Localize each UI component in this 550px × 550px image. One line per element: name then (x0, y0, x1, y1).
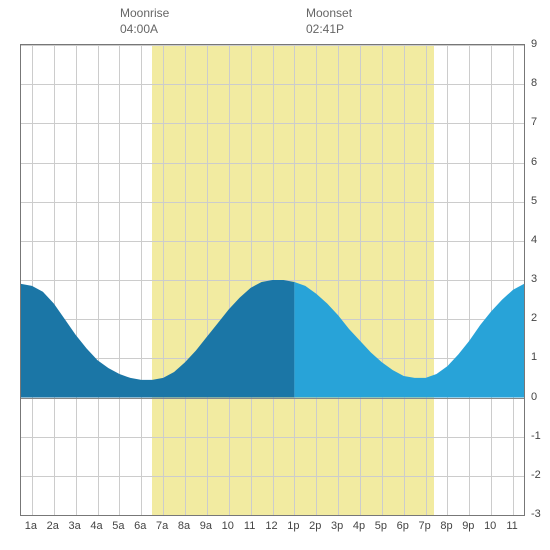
x-tick-label: 6p (397, 520, 409, 532)
x-tick-label: 12 (265, 520, 277, 532)
moonrise-annotation: Moonrise 04:00A (120, 6, 169, 37)
y-tick-label: 5 (531, 195, 537, 207)
x-tick-label: 11 (244, 520, 255, 532)
tide-segment-am (21, 280, 294, 398)
zero-line (21, 398, 524, 399)
tide-segment-pm (294, 282, 524, 398)
x-tick-label: 2p (309, 520, 321, 532)
plot-area (20, 44, 525, 516)
x-tick-label: 8a (178, 520, 190, 532)
x-tick-label: 10 (222, 520, 234, 532)
y-tick-label: 1 (531, 351, 537, 363)
x-tick-label: 7a (156, 520, 168, 532)
tide-chart: Moonrise 04:00A Moonset 02:41P 1a 2a 3a 4a 5… (0, 0, 550, 550)
y-tick-label: 2 (531, 312, 537, 324)
x-tick-label: 5p (375, 520, 387, 532)
y-tick-label: -2 (531, 469, 541, 481)
x-tick-label: 9a (200, 520, 212, 532)
y-tick-label: 0 (531, 391, 537, 403)
x-tick-label: 5a (112, 520, 124, 532)
y-tick-label: -1 (531, 430, 541, 442)
x-tick-label: 11 (506, 520, 517, 532)
y-tick-label: 4 (531, 234, 537, 246)
moonrise-label: Moonrise (120, 6, 169, 20)
y-tick-label: 8 (531, 77, 537, 89)
y-tick-label: 3 (531, 273, 537, 285)
tide-area (21, 45, 524, 515)
moonrise-value: 04:00A (120, 22, 158, 36)
moonset-label: Moonset (306, 6, 352, 20)
grid-line-h (21, 515, 524, 516)
x-tick-label: 6a (134, 520, 146, 532)
moonset-value: 02:41P (306, 22, 344, 36)
x-tick-label: 8p (440, 520, 452, 532)
y-tick-label: 7 (531, 116, 537, 128)
x-tick-label: 9p (462, 520, 474, 532)
x-tick-label: 4p (353, 520, 365, 532)
moonset-annotation: Moonset 02:41P (306, 6, 352, 37)
x-tick-label: 1a (25, 520, 37, 532)
x-tick-label: 3a (69, 520, 81, 532)
x-tick-label: 4a (90, 520, 102, 532)
y-tick-label: 6 (531, 156, 537, 168)
x-tick-label: 1p (287, 520, 299, 532)
y-tick-label: 9 (531, 38, 537, 50)
x-tick-label: 2a (47, 520, 59, 532)
x-tick-label: 10 (484, 520, 496, 532)
y-tick-label: -3 (531, 508, 541, 520)
x-tick-label: 3p (331, 520, 343, 532)
x-tick-label: 7p (418, 520, 430, 532)
